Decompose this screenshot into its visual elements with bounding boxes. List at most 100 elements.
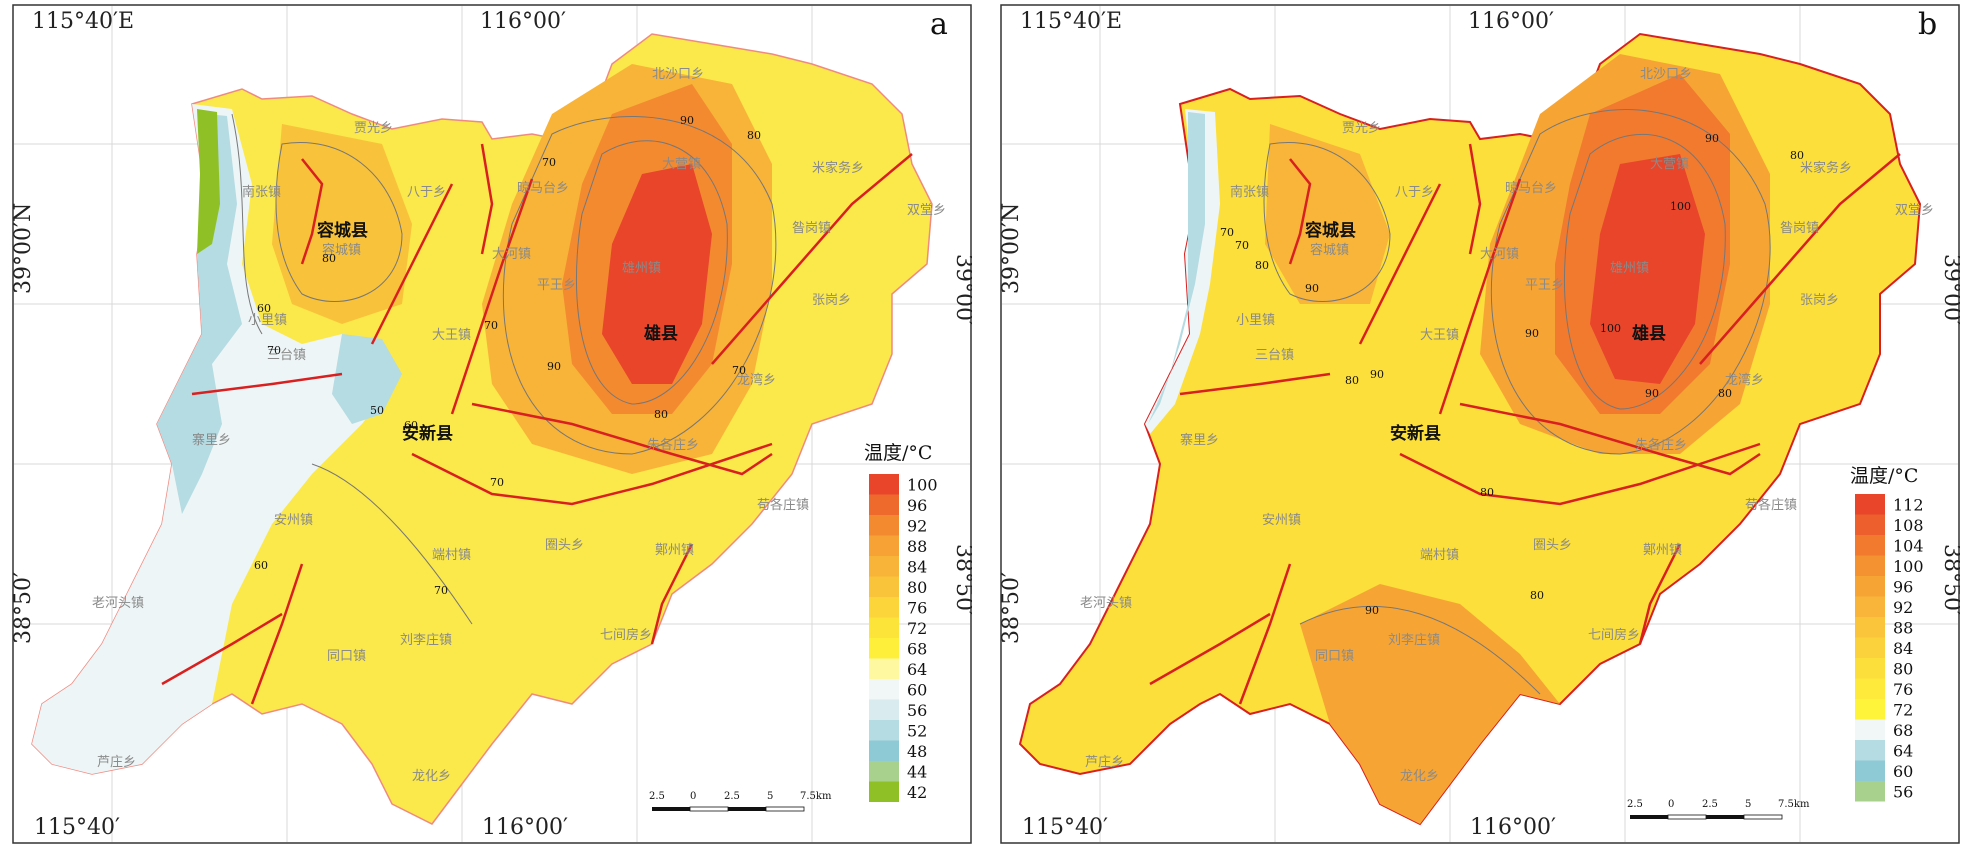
- contour-labels: 90 100 80 70 80 90 100 90 90 80 80 80 90…: [1220, 132, 1804, 617]
- contour-label: 70: [434, 584, 448, 597]
- legend-value: 84: [907, 558, 927, 577]
- legend-swatch: [869, 699, 899, 720]
- legend-value: 72: [907, 619, 927, 638]
- place-label: 圈头乡: [1533, 538, 1572, 553]
- coord-bottom-mid: 116°00′: [1470, 815, 1556, 840]
- place-label: 七间房乡: [1588, 627, 1640, 643]
- coord-top-left: 115°40′E: [1020, 9, 1122, 34]
- legend-value: 104: [1893, 537, 1924, 556]
- place-label: 鄚州镇: [655, 543, 694, 558]
- place-label: 圈头乡: [545, 538, 584, 553]
- map-panel-a: 115°40′E 116°00′ 39°00′N 39°00′ 38°50′ 3…: [11, 4, 976, 844]
- place-label: 安州镇: [274, 513, 313, 528]
- warm-zone-south: [1300, 584, 1560, 824]
- place-label: 龙化乡: [412, 769, 451, 784]
- panel-letter: a: [930, 7, 948, 42]
- legend-value: 80: [1893, 660, 1913, 679]
- legend-value: 68: [1893, 721, 1913, 740]
- coord-right-bottom: 38°50′: [1939, 544, 1960, 616]
- legend-value: 48: [907, 742, 927, 761]
- legend-swatch: [1855, 781, 1885, 802]
- county-label: 容城县: [1305, 220, 1356, 241]
- place-label: 刘李庄镇: [400, 632, 452, 648]
- place-label: 昝岗镇: [1780, 221, 1819, 236]
- place-label: 南张镇: [1230, 184, 1269, 200]
- cool-zone-blue: [1148, 112, 1205, 424]
- contour-label: 70: [732, 364, 746, 377]
- county-label: 雄县: [1631, 323, 1666, 344]
- place-labels: 贾光乡 八于乡 南张镇 容城镇 晾马台乡 大河镇 昝岗镇 双堂乡 平王乡 小里镇…: [1080, 67, 1934, 784]
- contour-label: 70: [542, 156, 556, 169]
- scale-label: 2.5: [1627, 799, 1643, 810]
- legend-title: 温度/°C: [864, 442, 932, 464]
- place-label: 老河头镇: [92, 596, 144, 611]
- place-label: 双堂乡: [907, 203, 946, 218]
- coord-top-mid: 116°00′: [1468, 9, 1554, 34]
- contour-label: 90: [1705, 132, 1719, 145]
- legend-swatch: [1855, 678, 1885, 699]
- coord-bottom-left: 115°40′: [1022, 815, 1108, 840]
- place-label: 端村镇: [432, 548, 471, 563]
- county-label: 容城县: [317, 220, 368, 241]
- legend-swatch: [869, 515, 899, 536]
- contour-label: 70: [267, 344, 281, 357]
- place-label: 寨里乡: [192, 432, 231, 448]
- place-label: 龙湾乡: [737, 372, 776, 388]
- legend-swatch: [1855, 637, 1885, 658]
- legend-value: 42: [907, 783, 927, 802]
- coord-left-mid: 39°00′N: [12, 203, 36, 294]
- place-label: 北沙口乡: [652, 67, 704, 82]
- legend-swatch: [869, 576, 899, 597]
- contour-label: 90: [547, 360, 561, 373]
- scale-label: 2.5: [649, 791, 665, 802]
- legend-swatch: [1855, 514, 1885, 535]
- place-label: 苟各庄镇: [757, 497, 809, 513]
- legend-swatch: [869, 494, 899, 515]
- legend-swatch: [1855, 494, 1885, 515]
- scale-label: 2.5: [1702, 799, 1718, 810]
- warm-zone-xiong-core: [602, 164, 712, 384]
- place-label: 三台镇: [267, 348, 306, 363]
- place-label: 晾马台乡: [1505, 180, 1557, 196]
- contour-lines: [1263, 109, 1771, 695]
- coord-top-mid: 116°00′: [480, 9, 566, 34]
- legend-value: 76: [907, 599, 927, 618]
- coord-left-bottom: 38°50′: [12, 572, 36, 644]
- legend-value: 76: [1893, 680, 1913, 699]
- map-a-svg: 115°40′E 116°00′ 39°00′N 39°00′ 38°50′ 3…: [11, 4, 976, 844]
- legend-swatch: [869, 720, 899, 741]
- scale-label: 5: [1745, 799, 1751, 810]
- contour-label: 80: [1480, 486, 1494, 499]
- legend-swatch: [1855, 535, 1885, 556]
- legend-value: 108: [1893, 516, 1924, 535]
- legend-swatch: [869, 679, 899, 700]
- place-label: 雄州镇: [1610, 261, 1649, 276]
- warm-zone-rongcheng: [272, 124, 412, 324]
- place-label: 大王镇: [432, 328, 471, 343]
- place-labels: 贾光乡 八于乡 南张镇 容城镇 晾马台乡 大河镇 昝岗镇 双堂乡 平王乡 小里镇…: [92, 67, 946, 784]
- contour-label: 80: [1255, 259, 1269, 272]
- legend-swatch: [869, 535, 899, 556]
- place-label: 七间房乡: [600, 627, 652, 643]
- contour-label: 60: [404, 419, 418, 432]
- place-label: 平王乡: [1525, 278, 1564, 293]
- place-label: 老河头镇: [1080, 596, 1132, 611]
- place-label: 容城镇: [322, 242, 361, 258]
- place-label: 龙湾乡: [1725, 372, 1764, 388]
- legend-value: 52: [907, 722, 927, 741]
- contour-label: 80: [1790, 149, 1804, 162]
- contour-label: 80: [747, 129, 761, 142]
- scale-bar: 2.5 0 2.5 5 7.5km: [649, 791, 832, 812]
- legend-value: 68: [907, 640, 927, 659]
- contour-label: 80: [654, 408, 668, 421]
- contour-label: 70: [1220, 226, 1234, 239]
- county-label: 雄县: [643, 323, 678, 344]
- place-label: 安州镇: [1262, 513, 1301, 528]
- legend-swatch: [1855, 617, 1885, 638]
- scale-label: 7.5km: [800, 791, 832, 802]
- contour-lines: [231, 113, 777, 625]
- coord-bottom-left: 115°40′: [34, 815, 120, 840]
- coord-right-top: 39°00′: [1939, 254, 1960, 326]
- fault-lines: [1149, 143, 1901, 705]
